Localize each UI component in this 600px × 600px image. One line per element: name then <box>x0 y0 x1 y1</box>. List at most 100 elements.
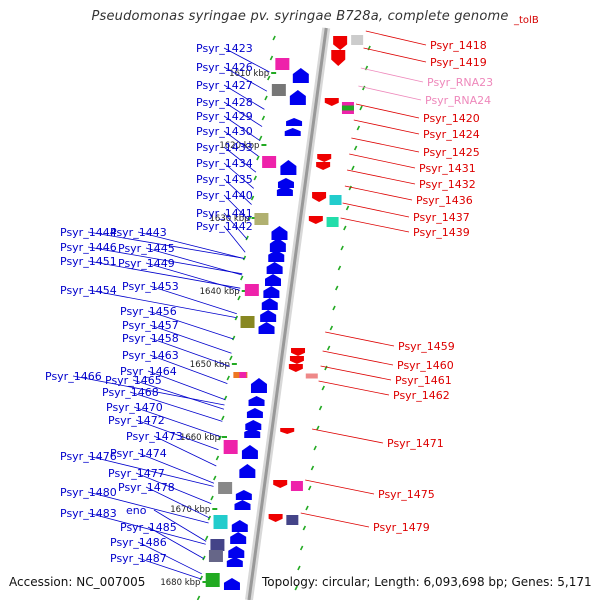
reverse-gene-arrow[interactable] <box>291 348 306 356</box>
forward-gene-arrow[interactable] <box>250 378 267 393</box>
gene-label-psyr-1453[interactable]: Psyr_1453 <box>122 280 179 293</box>
forward-gene-arrow[interactable] <box>235 490 252 500</box>
reverse-gene-arrow[interactable] <box>273 480 288 488</box>
gene-label-psyr-1458[interactable]: Psyr_1458 <box>122 332 179 345</box>
reverse-gene-arrow[interactable] <box>280 428 295 434</box>
gene-label-psyr-1459[interactable]: Psyr_1459 <box>398 340 455 353</box>
gene-label-psyr-1479[interactable]: Psyr_1479 <box>373 521 430 534</box>
reverse-gene-arrow[interactable] <box>312 192 327 202</box>
reverse-gene-arrow[interactable] <box>316 162 331 170</box>
forward-gene-arrow[interactable] <box>269 238 286 252</box>
gene-label-psyr-1476[interactable]: Psyr_1476 <box>60 450 117 463</box>
gene-label-psyr-1461[interactable]: Psyr_1461 <box>395 374 452 387</box>
forward-gene-arrow[interactable] <box>231 520 248 532</box>
gene-label-psyr-1457[interactable]: Psyr_1457 <box>122 319 179 332</box>
gene-label-psyr-rna24[interactable]: Psyr_RNA24 <box>425 94 491 107</box>
forward-feature-block[interactable] <box>239 372 247 378</box>
forward-gene-arrow[interactable] <box>244 428 261 438</box>
forward-gene-arrow[interactable] <box>246 408 263 418</box>
reverse-feature-block[interactable] <box>286 515 299 525</box>
gene-label-psyr-1480[interactable]: Psyr_1480 <box>60 486 117 499</box>
gene-label-psyr-1444[interactable]: Psyr_1444 <box>60 226 117 239</box>
forward-feature-block[interactable] <box>275 58 290 70</box>
gene-label-psyr-1485[interactable]: Psyr_1485 <box>120 521 177 534</box>
forward-feature-block[interactable] <box>213 515 228 529</box>
gene-label-psyr-1441[interactable]: Psyr_1441 <box>196 207 253 220</box>
forward-feature-block[interactable] <box>254 213 269 225</box>
gene-label-psyr-1439[interactable]: Psyr_1439 <box>413 226 470 239</box>
forward-gene-arrow[interactable] <box>234 500 251 510</box>
gene-label-psyr-1487[interactable]: Psyr_1487 <box>110 552 167 565</box>
reverse-gene-arrow[interactable] <box>324 98 339 106</box>
gene-label-psyr-1426[interactable]: Psyr_1426 <box>196 61 253 74</box>
reverse-gene-arrow[interactable] <box>317 154 332 162</box>
forward-gene-arrow[interactable] <box>258 322 275 334</box>
gene-label-psyr-1449[interactable]: Psyr_1449 <box>118 257 175 270</box>
gene-label-psyr-1471[interactable]: Psyr_1471 <box>387 437 444 450</box>
reverse-gene-arrow[interactable] <box>331 50 346 66</box>
forward-feature-block[interactable] <box>262 156 277 168</box>
gene-label-psyr-1443[interactable]: Psyr_1443 <box>110 226 167 239</box>
forward-feature-block[interactable] <box>240 316 255 328</box>
forward-gene-arrow[interactable] <box>260 310 277 322</box>
gene-label-psyr-1434[interactable]: Psyr_1434 <box>196 157 253 170</box>
forward-gene-arrow[interactable] <box>276 186 293 196</box>
gene-label-psyr-1454[interactable]: Psyr_1454 <box>60 284 117 297</box>
forward-feature-block[interactable] <box>223 440 238 454</box>
reverse-feature-block[interactable] <box>326 217 339 227</box>
gene-label-psyr-1418[interactable]: Psyr_1418 <box>430 39 487 52</box>
forward-feature-block[interactable] <box>271 84 286 96</box>
forward-gene-arrow[interactable] <box>292 68 309 83</box>
gene-label-psyr-1427[interactable]: Psyr_1427 <box>196 79 253 92</box>
forward-gene-arrow[interactable] <box>241 445 258 459</box>
gene-label-psyr-1424[interactable]: Psyr_1424 <box>423 128 480 141</box>
forward-gene-arrow[interactable] <box>266 262 283 274</box>
gene-label-psyr-1442[interactable]: Psyr_1442 <box>196 220 253 233</box>
gene-label-psyr-1420[interactable]: Psyr_1420 <box>423 112 480 125</box>
gene-label-psyr-1456[interactable]: Psyr_1456 <box>120 305 177 318</box>
gene-label-psyr-1428[interactable]: Psyr_1428 <box>196 96 253 109</box>
gene-label-psyr-1419[interactable]: Psyr_1419 <box>430 56 487 69</box>
forward-gene-arrow[interactable] <box>261 298 278 310</box>
forward-gene-arrow[interactable] <box>223 578 240 590</box>
gene-label-psyr-1423[interactable]: Psyr_1423 <box>196 42 253 55</box>
gene-label-psyr-1432[interactable]: Psyr_1432 <box>419 178 476 191</box>
gene-label-psyr-1446[interactable]: Psyr_1446 <box>60 241 117 254</box>
reverse-gene-arrow[interactable] <box>268 514 283 522</box>
forward-gene-arrow[interactable] <box>226 557 243 567</box>
gene-label-psyr-1445[interactable]: Psyr_1445 <box>118 242 175 255</box>
reverse-feature-block[interactable] <box>305 373 318 379</box>
reverse-gene-arrow[interactable] <box>333 36 348 50</box>
forward-gene-arrow[interactable] <box>277 178 294 188</box>
gene-label-psyr-1429[interactable]: Psyr_1429 <box>196 110 253 123</box>
gene-label-psyr-1486[interactable]: Psyr_1486 <box>110 536 167 549</box>
forward-feature-block[interactable] <box>244 284 259 296</box>
gene-label-psyr-1472[interactable]: Psyr_1472 <box>108 414 165 427</box>
gene-label-psyr-1465[interactable]: Psyr_1465 <box>105 374 162 387</box>
forward-feature-block[interactable] <box>208 550 223 562</box>
gene-label-psyr-1431[interactable]: Psyr_1431 <box>419 162 476 175</box>
forward-gene-arrow[interactable] <box>245 420 262 430</box>
gene-label-psyr-rna23[interactable]: Psyr_RNA23 <box>427 76 493 89</box>
forward-gene-arrow[interactable] <box>284 128 301 136</box>
reverse-feature-block[interactable] <box>290 481 303 491</box>
gene-label-psyr-1466[interactable]: Psyr_1466 <box>45 370 102 383</box>
reverse-feature-block[interactable] <box>351 35 364 45</box>
gene-label-psyr-1464[interactable]: Psyr_1464 <box>120 365 177 378</box>
forward-gene-arrow[interactable] <box>289 90 306 105</box>
gene-label-psyr-1477[interactable]: Psyr_1477 <box>108 467 165 480</box>
gene-label-psyr-1451[interactable]: Psyr_1451 <box>60 255 117 268</box>
forward-feature-block[interactable] <box>205 573 220 587</box>
reverse-feature-block[interactable] <box>329 195 342 205</box>
gene-label-psyr-1430[interactable]: Psyr_1430 <box>196 125 253 138</box>
gene-label-psyr-1473[interactable]: Psyr_1473 <box>126 430 183 443</box>
gene-label-psyr-1425[interactable]: Psyr_1425 <box>423 146 480 159</box>
gene-label-psyr-1436[interactable]: Psyr_1436 <box>416 194 473 207</box>
forward-gene-arrow[interactable] <box>280 160 297 175</box>
forward-gene-arrow[interactable] <box>286 118 303 126</box>
gene-label-psyr-1475[interactable]: Psyr_1475 <box>378 488 435 501</box>
corner-gene-label[interactable]: _tolB <box>514 15 539 26</box>
gene-label-psyr-1470[interactable]: Psyr_1470 <box>106 401 163 414</box>
forward-gene-arrow[interactable] <box>265 274 282 286</box>
forward-gene-arrow[interactable] <box>239 464 256 478</box>
